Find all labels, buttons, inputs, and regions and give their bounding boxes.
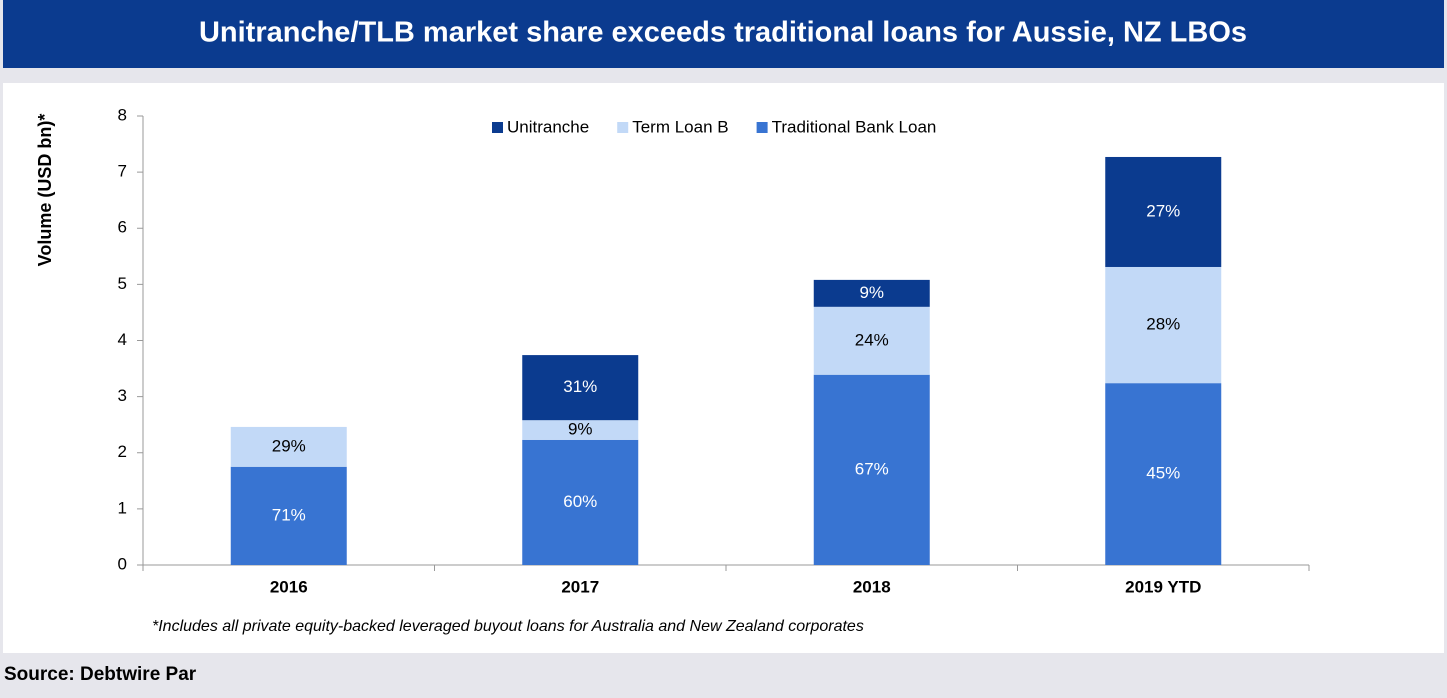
y-tick-label: 0 [118, 554, 127, 573]
data-label: 29% [272, 436, 306, 455]
legend-label: Traditional Bank Loan [772, 117, 937, 136]
y-tick-label: 6 [118, 218, 127, 237]
bar-segment [230, 426, 347, 467]
x-tick-label: 2019 YTD [1125, 577, 1201, 596]
plot-panel [3, 83, 1444, 653]
legend-swatch [617, 122, 629, 133]
x-tick-label: 2018 [853, 577, 891, 596]
data-label: 9% [859, 283, 884, 302]
x-tick-label: 2016 [270, 577, 308, 596]
source: Source: Debtwire Par [4, 664, 197, 685]
footnote: *Includes all private equity-backed leve… [152, 618, 864, 635]
y-tick-label: 1 [118, 498, 127, 517]
data-label: 28% [1146, 315, 1180, 334]
bar-segment [1105, 266, 1222, 384]
data-label: 67% [855, 459, 889, 478]
legend-label: Unitranche [507, 117, 589, 136]
data-label: 45% [1146, 464, 1180, 483]
data-label: 60% [563, 492, 597, 511]
bar-segment [1105, 383, 1222, 565]
data-label: 31% [563, 377, 597, 396]
bar-segment [813, 306, 930, 375]
legend-label: Term Loan B [632, 117, 728, 136]
y-axis-label: Volume (USD bn)* [35, 114, 55, 267]
bar-segment [813, 279, 930, 307]
y-tick-label: 8 [118, 105, 127, 124]
bar-segment [813, 374, 930, 565]
bar-segment [230, 466, 347, 565]
bar-segment [522, 439, 639, 565]
y-tick-label: 2 [118, 442, 127, 461]
title-banner [3, 0, 1444, 68]
legend-swatch [756, 122, 768, 133]
x-tick-label: 2017 [561, 577, 599, 596]
data-label: 24% [855, 330, 889, 349]
bar-segment [522, 420, 639, 440]
bar-segment [522, 355, 639, 421]
bar-segment [1105, 156, 1222, 267]
chart-title: Unitranche/TLB market share exceeds trad… [199, 17, 1247, 49]
data-label: 27% [1146, 201, 1180, 220]
data-label: 71% [272, 505, 306, 524]
y-tick-label: 5 [118, 274, 127, 293]
y-tick-label: 4 [118, 330, 127, 349]
y-tick-label: 3 [118, 386, 127, 405]
legend-swatch [492, 122, 503, 133]
data-label: 9% [568, 420, 593, 439]
y-tick-label: 7 [118, 162, 127, 181]
